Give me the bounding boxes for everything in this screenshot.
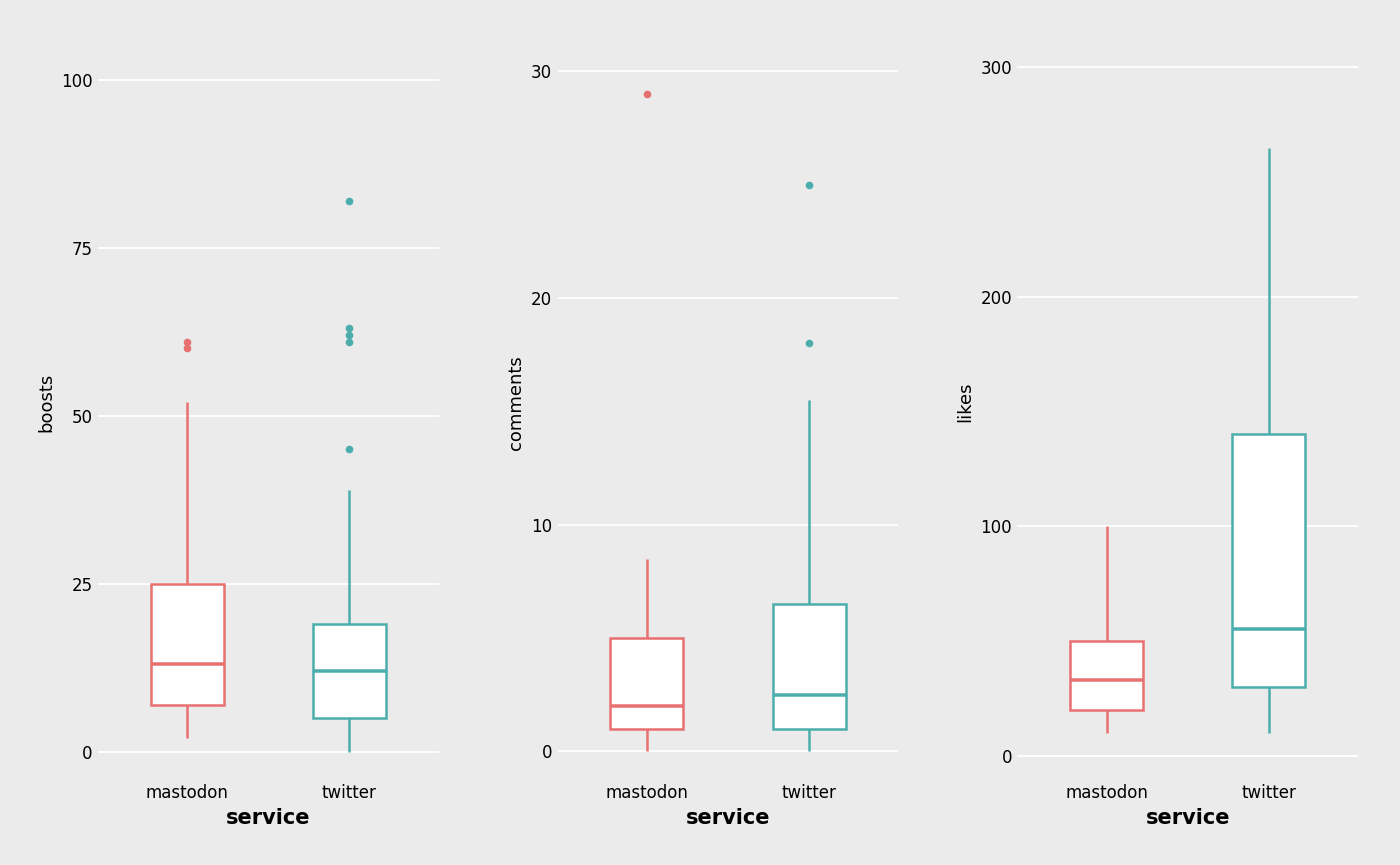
Bar [312, 624, 386, 718]
Bar [1070, 641, 1144, 709]
Bar [773, 604, 846, 728]
Y-axis label: boosts: boosts [38, 373, 55, 432]
Y-axis label: comments: comments [507, 355, 525, 450]
Bar [1232, 434, 1305, 687]
Bar [151, 584, 224, 705]
X-axis label: service: service [686, 808, 770, 828]
Bar [610, 638, 683, 728]
Y-axis label: likes: likes [956, 382, 974, 422]
X-axis label: service: service [225, 808, 311, 828]
X-axis label: service: service [1145, 808, 1231, 828]
